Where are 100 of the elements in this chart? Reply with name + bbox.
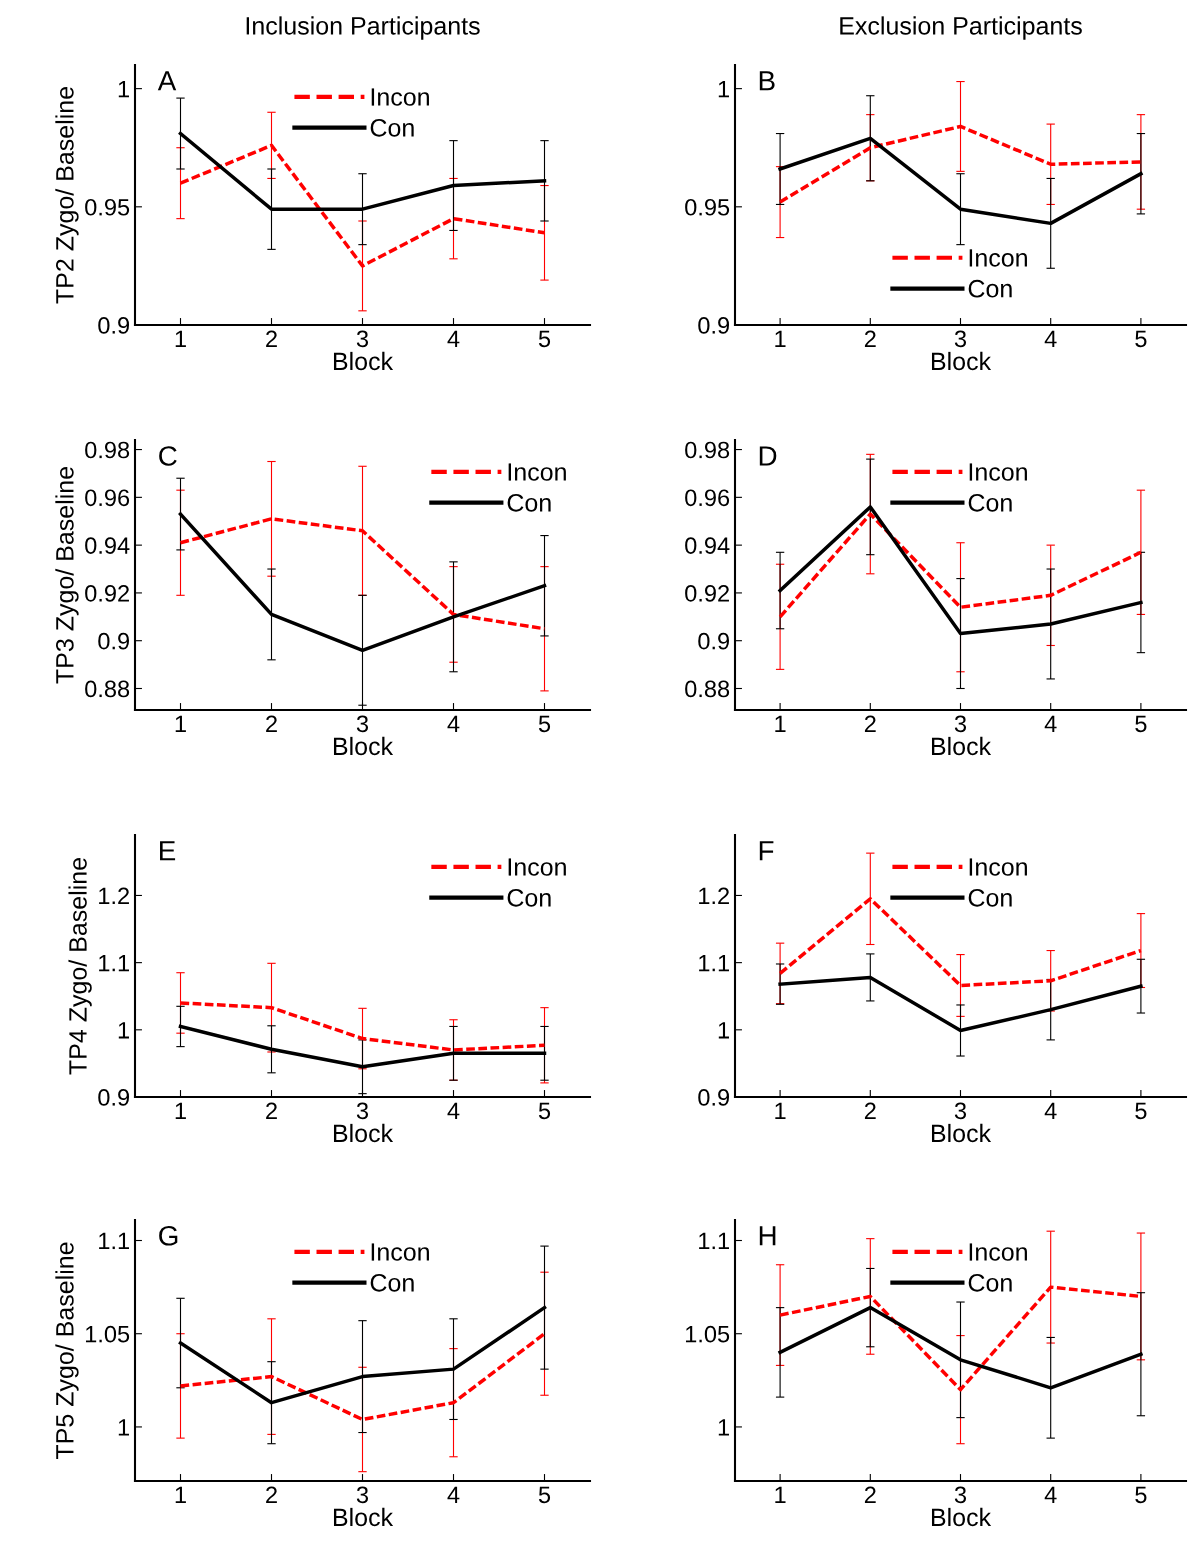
x-tick-label: 2 — [864, 715, 876, 732]
legend-label: Con — [370, 118, 414, 137]
x-tick-label: 4 — [1044, 1102, 1057, 1119]
x-tick-label: 5 — [1135, 330, 1147, 348]
annotation: D — [759, 446, 777, 466]
x-tick-label: 5 — [1135, 715, 1147, 733]
y-axis-title: TP4 Zygo/ Baseline — [68, 858, 92, 1075]
y-tick-label: 1 — [718, 80, 729, 98]
x-tick-label: 4 — [1044, 715, 1057, 732]
legend-label: Incon — [371, 88, 429, 106]
y-tick-label: 0.92 — [85, 584, 129, 602]
x-axis-title: Block — [931, 1123, 992, 1143]
x-tick-label: 4 — [447, 330, 460, 347]
y-tick-label: 0.88 — [85, 680, 130, 698]
legend-label: Con — [968, 493, 1012, 512]
y-tick-label: 1 — [118, 1419, 129, 1436]
x-tick-label: 4 — [447, 1486, 460, 1503]
x-tick-label: 1 — [175, 1102, 186, 1119]
y-tick-label: 0.94 — [85, 537, 130, 554]
y-tick-label: 0.95 — [685, 198, 730, 216]
annotation: B — [759, 71, 775, 91]
y-tick-label: 0.95 — [85, 198, 130, 216]
x-tick-label: 4 — [447, 1102, 460, 1119]
legend-label: Incon — [371, 1243, 429, 1261]
y-tick-label: 1.1 — [699, 1232, 729, 1250]
legend-label: Con — [968, 1273, 1012, 1292]
legend-label: Incon — [969, 858, 1027, 876]
x-tick-label: 2 — [266, 1486, 277, 1503]
y-tick-label: 0.88 — [685, 680, 730, 698]
legend-label: Con — [507, 888, 551, 907]
x-tick-label: 2 — [266, 715, 277, 732]
annotation: G — [159, 1225, 178, 1246]
x-tick-label: 3 — [954, 1486, 967, 1504]
legend-label: Incon — [969, 1243, 1027, 1261]
x-axis-title: Block — [333, 351, 394, 371]
y-tick-label: 0.98 — [685, 441, 730, 459]
y-tick-label: 0.98 — [85, 441, 130, 459]
x-tick-label: 4 — [1044, 1486, 1057, 1503]
x-axis-title: Block — [931, 351, 992, 371]
y-tick-label: 0.94 — [685, 537, 730, 554]
y-axis-title: TP2 Zygo/ Baseline — [55, 87, 79, 304]
x-axis-title: Block — [931, 1507, 992, 1527]
x-axis-title: Block — [333, 1123, 394, 1143]
x-tick-label: 4 — [1044, 330, 1057, 347]
y-tick-label: 1.1 — [99, 954, 129, 972]
x-tick-label: 2 — [864, 1102, 876, 1119]
x-tick-label: 2 — [864, 1486, 876, 1503]
x-tick-label: 1 — [775, 1486, 786, 1503]
annotation: E — [160, 841, 176, 861]
legend-label: Incon — [969, 463, 1027, 481]
x-axis-title: Block — [333, 736, 394, 756]
x-tick-label: 2 — [864, 330, 876, 347]
x-tick-label: 1 — [775, 1102, 786, 1119]
legend-label: Incon — [508, 463, 566, 481]
x-tick-label: 1 — [175, 715, 186, 732]
x-tick-label: 3 — [356, 1102, 369, 1120]
x-tick-label: 5 — [1135, 1486, 1147, 1504]
y-tick-label: 1 — [118, 80, 129, 98]
x-axis-title: Block — [931, 736, 992, 756]
x-tick-label: 5 — [538, 715, 551, 733]
chart-title: Inclusion Participants — [246, 16, 480, 40]
y-tick-label: 1 — [118, 1022, 129, 1039]
x-tick-label: 3 — [954, 715, 967, 733]
legend-label: Con — [968, 279, 1012, 298]
y-tick-label: 0.9 — [98, 1089, 130, 1106]
y-tick-label: 0.92 — [685, 584, 729, 602]
x-tick-label: 3 — [356, 1486, 369, 1504]
x-tick-label: 3 — [356, 715, 369, 733]
x-axis-title: Block — [333, 1507, 394, 1527]
x-tick-label: 5 — [538, 1486, 551, 1504]
x-tick-label: 2 — [266, 1102, 277, 1119]
y-tick-label: 1.1 — [99, 1232, 129, 1250]
legend-label: Con — [507, 493, 551, 512]
annotation: A — [157, 71, 177, 91]
y-tick-label: 1.2 — [99, 887, 129, 905]
x-tick-label: 1 — [775, 330, 786, 347]
x-tick-label: 4 — [447, 715, 460, 732]
y-tick-label: 1.05 — [85, 1325, 130, 1343]
x-tick-label: 3 — [954, 330, 967, 348]
x-tick-label: 5 — [538, 1102, 551, 1120]
x-tick-label: 3 — [356, 330, 369, 348]
annotation: C — [159, 446, 177, 466]
y-tick-label: 0.96 — [85, 489, 130, 507]
y-tick-label: 1 — [718, 1419, 729, 1436]
legend-label: Con — [370, 1273, 414, 1292]
x-tick-label: 5 — [1135, 1102, 1147, 1120]
x-tick-label: 1 — [175, 330, 186, 347]
y-tick-label: 1.2 — [699, 887, 729, 905]
legend-label: Incon — [969, 249, 1027, 267]
chart-title: Exclusion Participants — [840, 16, 1082, 40]
y-tick-label: 0.9 — [698, 1089, 730, 1106]
y-axis-title: TP3 Zygo/ Baseline — [55, 467, 79, 684]
annotation: H — [759, 1226, 776, 1246]
y-tick-label: 0.9 — [698, 632, 730, 650]
annotation: F — [759, 841, 774, 861]
x-tick-label: 5 — [538, 330, 551, 348]
y-tick-label: 0.9 — [98, 632, 130, 650]
y-axis-title: TP5 Zygo/ Baseline — [55, 1242, 79, 1460]
x-tick-label: 2 — [266, 330, 277, 347]
y-tick-label: 1 — [718, 1022, 729, 1039]
